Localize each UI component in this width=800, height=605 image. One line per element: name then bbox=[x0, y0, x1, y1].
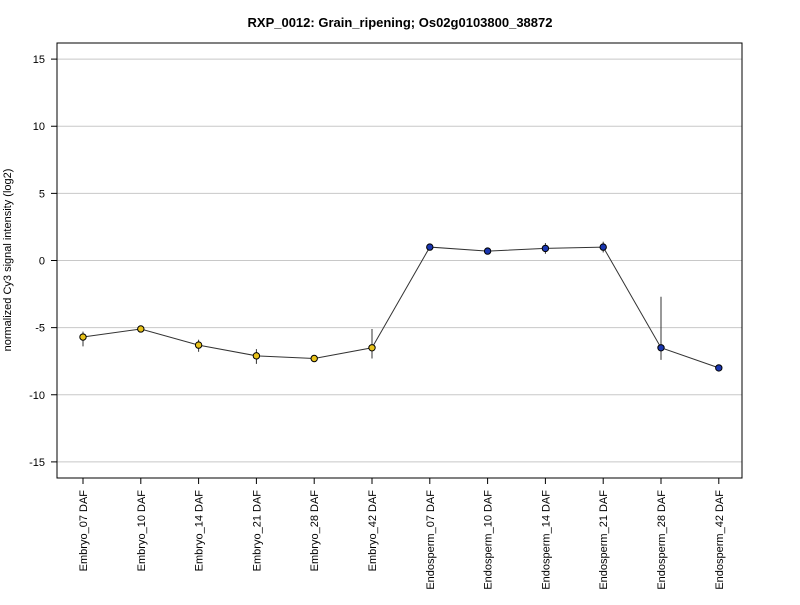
x-axis-ticks: Embryo_07 DAF Embryo_10 DAF Embryo_14 DAF E… bbox=[78, 478, 726, 590]
data-point bbox=[368, 344, 376, 352]
x-tick-label: Endosperm_07 DAF bbox=[425, 490, 437, 590]
data-point bbox=[252, 352, 261, 360]
data-point bbox=[541, 244, 550, 253]
data-point bbox=[657, 344, 665, 352]
data-point bbox=[194, 341, 203, 349]
x-tick-label: Embryo_21 DAF bbox=[251, 490, 263, 572]
y-tick-label: 10 bbox=[33, 121, 45, 133]
x-tick-label: Endosperm_21 DAF bbox=[598, 490, 610, 590]
data-points bbox=[79, 243, 723, 372]
y-axis-ticks: -15 -10 -5 0 5 10 15 bbox=[29, 54, 57, 469]
x-tick-label: Endosperm_14 DAF bbox=[540, 490, 552, 590]
x-tick-label: Embryo_07 DAF bbox=[78, 490, 90, 572]
x-tick-label: Endosperm_10 DAF bbox=[483, 490, 495, 590]
x-tick-label: Endosperm_42 DAF bbox=[714, 490, 726, 590]
x-tick-label: Embryo_28 DAF bbox=[309, 490, 321, 572]
x-tick-label: Endosperm_28 DAF bbox=[656, 490, 668, 590]
y-tick-label: 5 bbox=[39, 188, 45, 200]
x-tick-label: Embryo_14 DAF bbox=[194, 490, 206, 572]
data-point bbox=[137, 325, 145, 333]
data-point bbox=[310, 354, 318, 363]
chart-title: RXP_0012: Grain_ripening; Os02g0103800_3… bbox=[248, 15, 553, 30]
y-axis-label: normalized Cy3 signal intensity (log2) bbox=[2, 169, 14, 352]
y-tick-label: 15 bbox=[33, 54, 45, 66]
grid-lines bbox=[57, 58, 742, 463]
y-tick-label: -5 bbox=[35, 323, 45, 335]
y-tick-label: 0 bbox=[39, 256, 45, 268]
data-point bbox=[426, 243, 434, 251]
x-tick-label: Embryo_10 DAF bbox=[136, 490, 148, 572]
series-line bbox=[82, 246, 719, 369]
data-point bbox=[715, 364, 723, 372]
data-point bbox=[79, 333, 87, 341]
data-point bbox=[599, 243, 607, 251]
y-tick-label: -15 bbox=[29, 457, 45, 469]
data-point bbox=[483, 247, 492, 255]
x-tick-label: Embryo_42 DAF bbox=[367, 490, 379, 572]
series-polyline bbox=[82, 246, 719, 369]
y-tick-label: -10 bbox=[29, 390, 45, 402]
